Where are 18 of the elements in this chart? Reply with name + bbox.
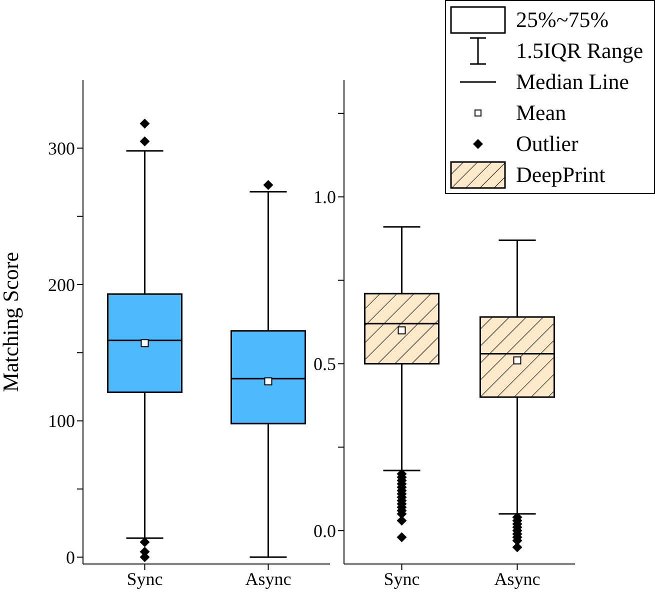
x-tick-label: Async <box>245 568 292 589</box>
annotation: Mean <box>516 100 566 126</box>
y-tick-label: 0 <box>66 548 75 568</box>
y-tick-label: 300 <box>48 138 75 159</box>
y-tick-label: 1.0 <box>314 187 336 208</box>
legend-label: DeepPrint <box>516 162 606 188</box>
x-tick-label: Sync <box>384 568 420 589</box>
y-tick-label: 100 <box>48 411 75 432</box>
y-axis-title: Matching Score <box>0 252 23 392</box>
annotation: Outlier <box>516 130 578 156</box>
x-tick-label: Sync <box>126 568 163 589</box>
y-tick-label: 0.5 <box>314 354 336 374</box>
text: 1.5IQR Range <box>516 38 644 64</box>
text: 25%~75% <box>516 6 609 32</box>
y-tick-label: 200 <box>48 274 75 295</box>
x-tick-label: Async <box>494 568 540 589</box>
y-tick-label: 0.0 <box>314 521 336 542</box>
annotation: Median Line <box>516 68 630 94</box>
